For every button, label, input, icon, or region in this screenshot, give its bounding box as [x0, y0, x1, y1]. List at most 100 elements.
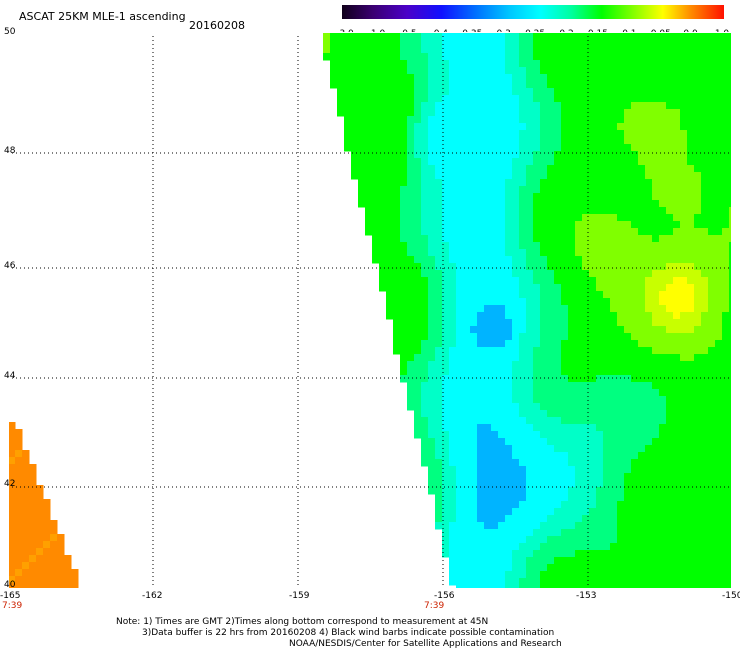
swath-pixel — [505, 53, 513, 61]
swath-pixel — [323, 32, 331, 40]
swath-pixel — [666, 396, 674, 404]
swath-pixel — [491, 130, 499, 138]
swath-pixel — [680, 480, 688, 488]
swath-pixel — [449, 270, 457, 278]
swath-pixel — [659, 298, 667, 306]
swath-pixel — [582, 235, 590, 243]
swath-pixel — [540, 319, 548, 327]
swath-pixel — [393, 284, 401, 292]
swath-pixel — [519, 165, 527, 173]
swath-pixel — [456, 151, 464, 159]
swath-pixel — [708, 88, 716, 96]
swath-pixel — [603, 417, 611, 425]
swath-pixel — [687, 165, 695, 173]
swath-pixel — [484, 284, 492, 292]
swath-pixel — [442, 340, 450, 348]
swath-pixel — [477, 130, 485, 138]
swath-pixel — [456, 340, 464, 348]
swath-pixel — [666, 501, 674, 509]
swath-pixel — [638, 396, 646, 404]
swath-pixel — [729, 291, 732, 299]
swath-pixel — [638, 340, 646, 348]
swath-pixel — [505, 515, 513, 523]
swath-pixel — [729, 375, 732, 383]
swath-pixel — [386, 53, 394, 61]
swath-pixel — [701, 536, 709, 544]
swath-pixel — [526, 403, 534, 411]
swath-pixel — [526, 88, 534, 96]
swath-pixel — [652, 53, 660, 61]
swath-pixel — [680, 228, 688, 236]
swath-pixel — [386, 116, 394, 124]
swath-pixel — [491, 473, 499, 481]
swath-pixel — [484, 39, 492, 47]
swath-pixel — [687, 431, 695, 439]
swath-pixel — [484, 88, 492, 96]
swath-pixel — [561, 529, 569, 537]
swath-pixel — [421, 382, 429, 390]
swath-pixel — [456, 326, 464, 334]
swath-pixel — [575, 389, 583, 397]
swath-pixel — [519, 424, 527, 432]
swath-pixel — [554, 543, 562, 551]
swath-pixel — [484, 137, 492, 145]
swath-pixel — [729, 571, 732, 579]
swath-pixel — [505, 529, 513, 537]
swath-pixel — [659, 466, 667, 474]
swath-pixel — [708, 256, 716, 264]
swath-pixel — [435, 186, 443, 194]
swath-pixel — [393, 123, 401, 131]
swath-pixel — [708, 445, 716, 453]
swath-pixel — [435, 347, 443, 355]
swath-pixel — [491, 403, 499, 411]
swath-pixel — [421, 60, 429, 68]
swath-pixel — [638, 102, 646, 110]
swath-pixel — [372, 200, 380, 208]
swath-pixel — [519, 123, 527, 131]
swath-pixel — [519, 228, 527, 236]
swath-pixel — [477, 354, 485, 362]
swath-pixel — [463, 228, 471, 236]
swath-pixel — [645, 39, 653, 47]
swath-pixel — [498, 480, 506, 488]
swath-pixel — [344, 116, 352, 124]
swath-pixel — [498, 326, 506, 334]
swath-pixel — [617, 81, 625, 89]
swath-pixel — [379, 165, 387, 173]
swath-pixel — [617, 340, 625, 348]
swath-pixel — [680, 347, 688, 355]
swath-pixel — [400, 319, 408, 327]
swath-pixel — [596, 487, 604, 495]
swath-pixel — [407, 144, 415, 152]
ascat-swath-map — [8, 32, 732, 589]
swath-pixel — [358, 158, 366, 166]
swath-pixel — [43, 506, 51, 514]
swath-pixel — [673, 235, 681, 243]
swath-pixel — [652, 200, 660, 208]
swath-pixel — [715, 305, 723, 313]
swath-pixel — [701, 305, 709, 313]
swath-pixel — [666, 116, 674, 124]
swath-pixel — [470, 298, 478, 306]
swath-pixel — [442, 389, 450, 397]
swath-pixel — [568, 60, 576, 68]
swath-pixel — [694, 431, 702, 439]
swath-pixel — [29, 506, 37, 514]
swath-pixel — [393, 263, 401, 271]
swath-pixel — [554, 172, 562, 180]
swath-pixel — [617, 473, 625, 481]
swath-pixel — [638, 158, 646, 166]
swath-pixel — [610, 116, 618, 124]
swath-pixel — [687, 102, 695, 110]
swath-pixel — [694, 445, 702, 453]
swath-pixel — [680, 116, 688, 124]
swath-pixel — [638, 515, 646, 523]
swath-pixel — [624, 452, 632, 460]
swath-pixel — [470, 543, 478, 551]
swath-pixel — [491, 354, 499, 362]
swath-pixel — [540, 158, 548, 166]
swath-pixel — [729, 487, 732, 495]
swath-pixel — [498, 109, 506, 117]
swath-pixel — [687, 95, 695, 103]
swath-pixel — [652, 571, 660, 579]
